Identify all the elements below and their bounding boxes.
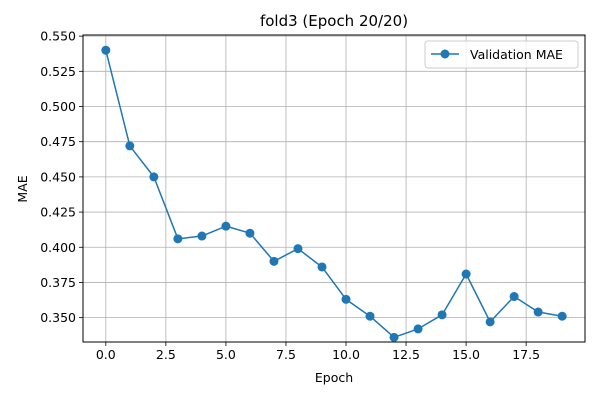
y-tick-label: 0.400: [40, 240, 76, 255]
data-point: [365, 311, 375, 321]
grid: [83, 35, 585, 342]
data-point: [557, 311, 567, 321]
series-group: [101, 45, 567, 342]
data-point: [221, 221, 231, 231]
y-tick-label: 0.475: [40, 134, 76, 149]
data-point: [197, 231, 207, 241]
x-axis: 0.0 2.5 5.0 7.5 10.0 12.5 15.0 17.5: [96, 342, 540, 362]
data-point: [389, 332, 399, 342]
x-axis-label: Epoch: [315, 370, 353, 385]
data-point: [485, 317, 495, 327]
chart-title: fold3 (Epoch 20/20): [260, 12, 408, 30]
data-point: [125, 141, 135, 151]
x-tick-label: 12.5: [392, 347, 420, 362]
y-tick-label: 0.350: [40, 310, 76, 325]
data-point: [245, 228, 255, 238]
data-point: [101, 45, 111, 55]
plot-frame: [82, 34, 586, 343]
data-point: [461, 269, 471, 279]
data-point: [269, 256, 279, 266]
data-point: [293, 244, 303, 254]
legend-label: Validation MAE: [470, 47, 563, 62]
x-tick-label: 15.0: [452, 347, 480, 362]
x-tick-label: 5.0: [216, 347, 236, 362]
y-tick-label: 0.550: [40, 29, 76, 44]
data-point: [437, 310, 447, 320]
y-tick-label: 0.450: [40, 169, 76, 184]
x-tick-label: 7.5: [276, 347, 296, 362]
x-tick-label: 0.0: [96, 347, 116, 362]
y-axis: 0.350 0.375 0.400 0.425 0.450 0.475 0.500 0.525…: [40, 29, 83, 325]
data-point: [533, 307, 543, 317]
y-axis-label: MAE: [15, 175, 30, 202]
data-point: [317, 262, 327, 272]
legend-box: [424, 40, 579, 69]
x-tick-label: 10.0: [332, 347, 360, 362]
legend: Validation MAE: [424, 40, 579, 69]
legend-marker: [440, 49, 450, 59]
data-point: [509, 292, 519, 302]
x-tick-label: 2.5: [156, 347, 176, 362]
data-point: [341, 294, 351, 304]
y-tick-label: 0.375: [40, 275, 76, 290]
y-tick-label: 0.425: [40, 205, 76, 220]
y-tick-label: 0.525: [40, 64, 76, 79]
data-point: [413, 324, 423, 334]
data-point: [149, 172, 159, 182]
series-line: [105, 50, 563, 339]
x-tick-label: 17.5: [512, 347, 540, 362]
data-point: [173, 234, 183, 244]
y-tick-label: 0.500: [40, 99, 76, 114]
